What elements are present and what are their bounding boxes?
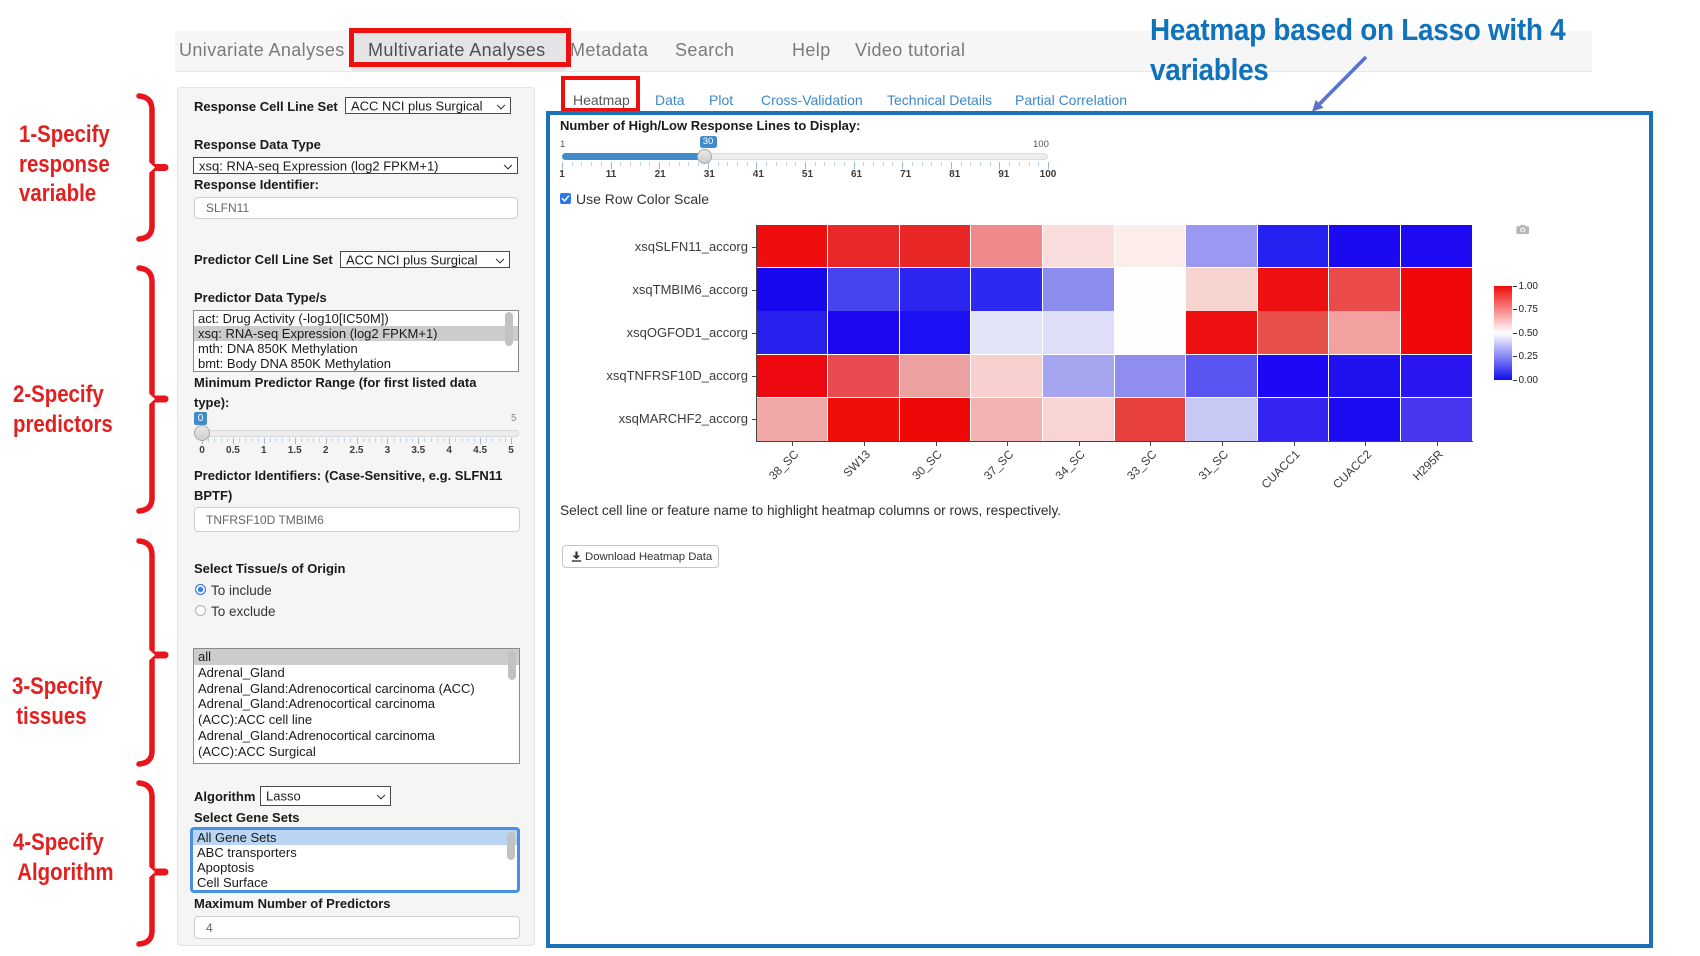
svg-text:H295R: H295R [1410,447,1446,483]
svg-text:CUACC2: CUACC2 [1330,447,1374,491]
svg-text:31_SC: 31_SC [1196,447,1232,483]
svg-text:38_SC: 38_SC [766,447,802,483]
svg-text:SW13: SW13 [840,447,873,480]
svg-text:33_SC: 33_SC [1124,447,1160,483]
svg-text:30_SC: 30_SC [909,447,945,483]
svg-text:34_SC: 34_SC [1052,447,1088,483]
svg-text:CUACC1: CUACC1 [1258,447,1302,491]
svg-text:37_SC: 37_SC [981,447,1017,483]
